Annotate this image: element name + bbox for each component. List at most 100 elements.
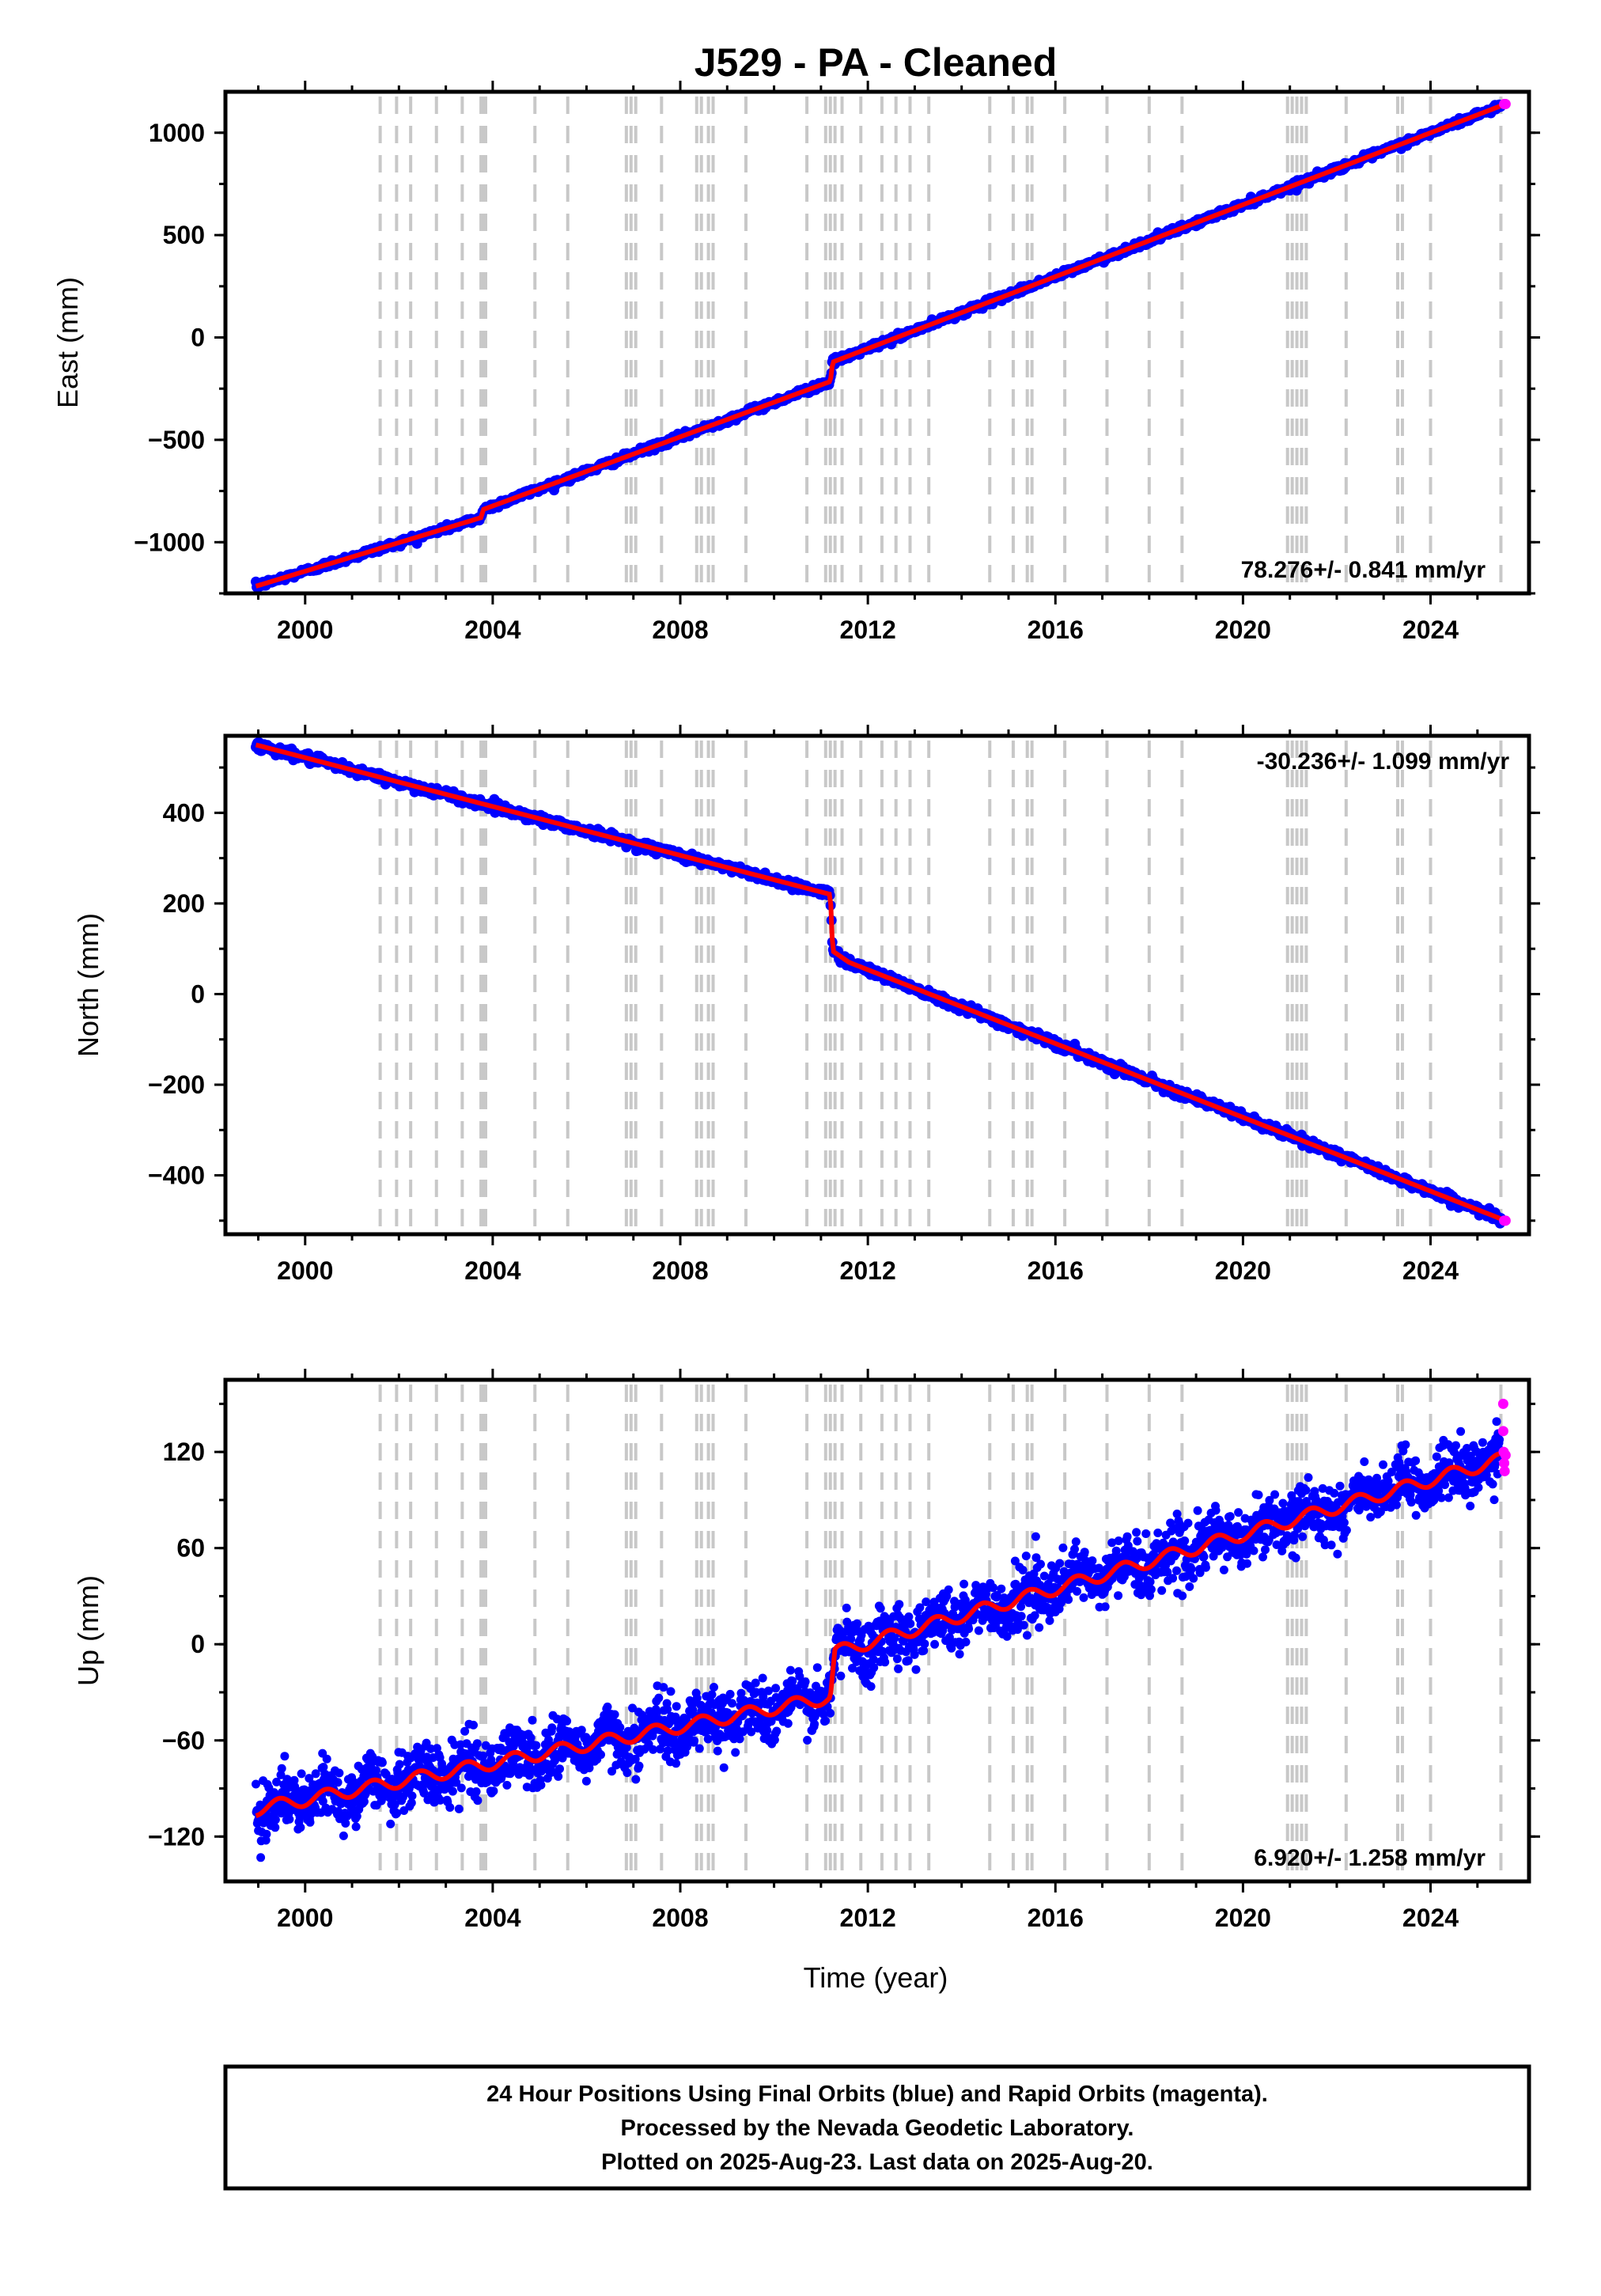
east-x-axis: 2000 2004 2008 2012 2016 2020 2024 [256,81,1479,644]
chart-title: J529 - PA - Cleaned [695,40,1058,85]
data-point [252,1779,260,1789]
data-point [853,1619,861,1628]
data-point [690,1736,699,1745]
data-point [738,1727,748,1737]
data-point [333,1778,343,1787]
data-point [596,1750,605,1760]
data-point [271,1815,280,1824]
north-rate: -30.236+/- 1.099 mm/yr [1257,748,1510,775]
east-rate: 78.276+/- 0.841 mm/yr [1241,557,1486,583]
y-tick-label: −200 [148,1070,205,1099]
data-point [296,1823,305,1832]
data-point [910,1650,919,1659]
data-point [1016,1612,1026,1621]
data-point [713,1746,722,1756]
data-point [848,1664,857,1673]
up-event-lines [378,1385,1503,1877]
east-frame [223,89,1531,596]
data-point [747,1727,756,1737]
data-point [961,1637,971,1646]
x-tick-label: 2004 [464,1256,520,1285]
data-point [489,1786,498,1796]
data-point [771,1684,781,1693]
data-point [894,1664,903,1673]
north-rapid-orbit-points [1499,1215,1511,1226]
y-tick-label: 1000 [149,119,205,147]
data-point [634,1761,644,1771]
data-point [944,1633,954,1642]
data-point [472,1739,482,1749]
data-point [919,1646,929,1655]
data-point [460,1726,470,1736]
data-point [649,1745,658,1754]
data-point [842,1603,851,1612]
data-point [866,1682,876,1692]
data-point [964,1624,974,1634]
data-point [262,1829,271,1839]
data-point [725,1689,735,1699]
data-point [672,1702,681,1711]
data-point [622,1743,631,1752]
data-point [959,1579,969,1589]
data-point [339,1831,348,1840]
data-point [663,1705,672,1714]
data-point [610,1710,619,1719]
data-point [445,1803,455,1812]
data-point [352,1812,361,1821]
data-point [615,1722,625,1732]
data-point [666,1687,676,1696]
data-point [735,1734,744,1744]
data-point [800,1677,810,1687]
data-point [1031,1553,1041,1563]
data-point [318,1797,327,1806]
north-panel: 2000 2004 2008 2012 2016 2020 2024−400−2000200… [72,725,1540,1285]
data-point [577,1726,586,1735]
data-point [707,1690,717,1699]
data-point [631,1775,641,1784]
data-point [992,1590,1001,1600]
data-point [505,1769,515,1779]
data-point [555,1764,564,1774]
data-point [372,1766,380,1775]
data-point [672,1759,681,1768]
north-model-line [255,742,1507,1223]
data-point [920,1639,929,1649]
y-tick-label: 400 [163,798,205,827]
data-point [785,1665,795,1675]
data-point [659,1683,668,1692]
data-point [906,1619,915,1628]
data-point [452,1778,461,1787]
data-point [479,1751,488,1760]
data-point [395,1760,404,1769]
x-tick-label: 2008 [652,1256,708,1285]
data-point [821,1716,831,1726]
data-point [719,1763,729,1772]
data-point [880,1658,890,1667]
data-point [623,1768,632,1778]
data-point [473,1796,483,1805]
data-point [456,1783,466,1793]
data-point [552,1714,562,1724]
east-model-line [255,101,1507,589]
data-point [280,1752,290,1761]
data-point [471,1787,481,1796]
data-point [803,1736,812,1745]
rapid-point [1500,1215,1511,1226]
data-point [562,1716,572,1726]
data-point [392,1809,402,1818]
north-frame [223,733,1531,1237]
x-tick-label: 2024 [1402,1256,1459,1285]
data-point [581,1776,591,1786]
up-panel: 2000 2004 2008 2012 2016 2020 2024−120−6006012… [72,1369,1540,1932]
data-point [526,1733,536,1742]
data-point [890,1634,899,1643]
data-point [536,1780,546,1790]
data-point [703,1734,713,1744]
data-point [407,1798,416,1808]
data-point [903,1656,913,1665]
x-tick-label: 2016 [1028,1256,1084,1285]
data-point [630,1754,640,1764]
data-point [558,1753,567,1763]
